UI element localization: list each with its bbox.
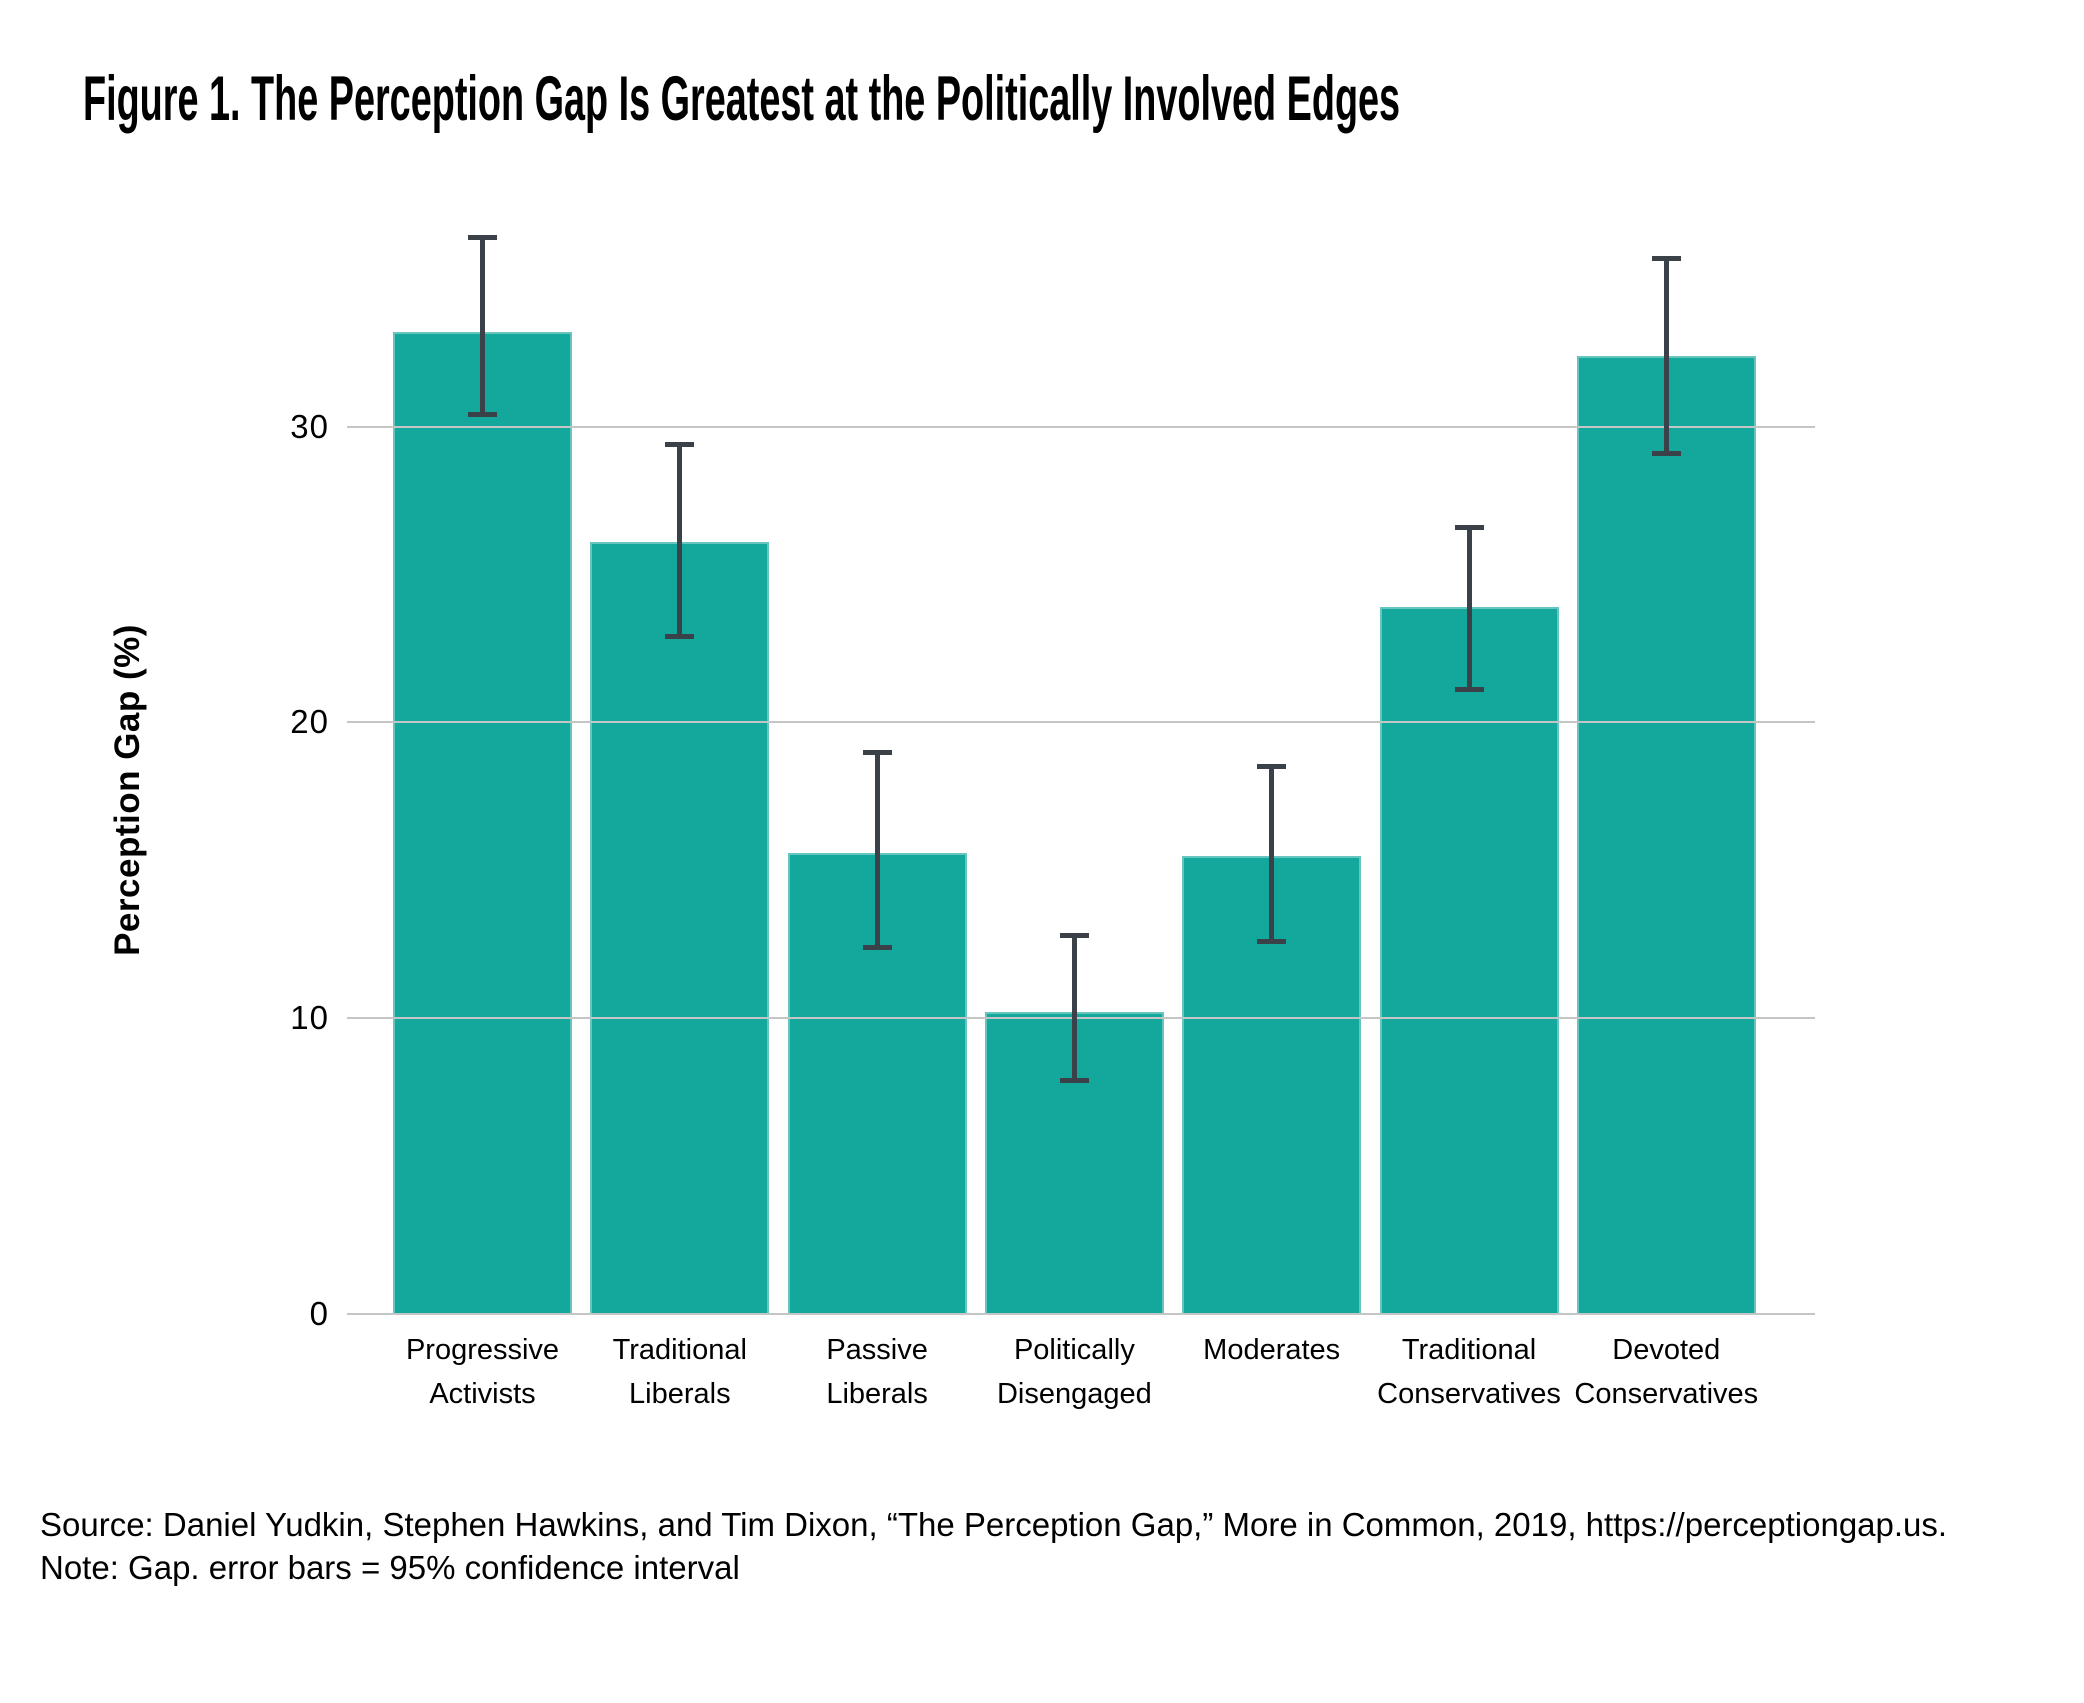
y-tick-label-20: 20 <box>290 703 329 741</box>
error-bar-moderates <box>1269 766 1275 942</box>
x-tick-label-traditional-conservatives: Traditional Conservatives <box>1377 1334 1561 1410</box>
y-tick-label-10: 10 <box>290 999 329 1037</box>
y-tick-label-30: 30 <box>290 407 329 445</box>
bar-traditional-conservatives <box>1379 607 1559 1314</box>
gridline-0 <box>347 1313 1815 1315</box>
error-bar-devoted-conservatives <box>1663 258 1669 454</box>
error-bar-cap-high-moderates <box>1257 764 1287 770</box>
gridline-10 <box>347 1017 1815 1020</box>
x-tick-label-traditional-liberals: Traditional Liberals <box>612 1334 747 1410</box>
error-bar-cap-low-politically-disengaged <box>1059 1077 1089 1083</box>
error-bar-passive-liberals <box>874 752 880 948</box>
x-tick-label-moderates: Moderates <box>1203 1334 1341 1366</box>
error-bar-cap-low-devoted-conservatives <box>1651 450 1681 456</box>
bar-traditional-liberals <box>590 542 770 1314</box>
y-tick-label-0: 0 <box>309 1295 329 1332</box>
error-bar-cap-high-politically-disengaged <box>1059 932 1089 938</box>
error-bar-cap-low-progressive-activists <box>468 412 497 418</box>
error-bar-cap-high-passive-liberals <box>862 749 892 755</box>
figure-title: Figure 1. The Perception Gap Is Greatest… <box>83 64 1401 134</box>
error-bar-cap-low-passive-liberals <box>862 944 892 950</box>
gridline-30 <box>347 425 1815 428</box>
error-bar-cap-high-progressive-activists <box>468 234 497 240</box>
x-tick-label-progressive-activists: Progressive Activists <box>405 1334 560 1410</box>
error-bar-cap-high-devoted-conservatives <box>1651 255 1681 261</box>
gridline-20 <box>347 721 1815 724</box>
source-text: Source: Daniel Yudkin, Stephen Hawkins, … <box>40 1506 1948 1543</box>
error-bar-cap-low-traditional-liberals <box>665 634 695 640</box>
bar-progressive-activists <box>393 331 572 1314</box>
error-bar-traditional-liberals <box>677 444 683 637</box>
error-bar-cap-high-traditional-liberals <box>665 441 695 447</box>
error-bar-traditional-conservatives <box>1466 527 1472 690</box>
error-bar-cap-high-traditional-conservatives <box>1454 524 1484 530</box>
x-tick-label-passive-liberals: Passive Liberals <box>826 1334 928 1410</box>
error-bar-politically-disengaged <box>1071 935 1077 1081</box>
x-tick-label-politically-disengaged: Politically Disengaged <box>996 1334 1152 1410</box>
plot-area: 0 10 20 30 Progressive Activists Traditional … <box>290 190 1815 1410</box>
error-bar-cap-low-traditional-conservatives <box>1454 687 1484 693</box>
note-text: Note: Gap. error bars = 95% confidence i… <box>40 1549 740 1586</box>
x-tick-label-devoted-conservatives: Devoted Conservatives <box>1574 1334 1759 1410</box>
y-axis-label: Perception Gap (%) <box>108 624 147 956</box>
error-bar-cap-low-moderates <box>1257 938 1287 944</box>
error-bar-progressive-activists <box>480 237 485 415</box>
footer: Source: Daniel Yudkin, Stephen Hawkins, … <box>40 1503 1947 1589</box>
bar-devoted-conservatives <box>1576 355 1756 1314</box>
